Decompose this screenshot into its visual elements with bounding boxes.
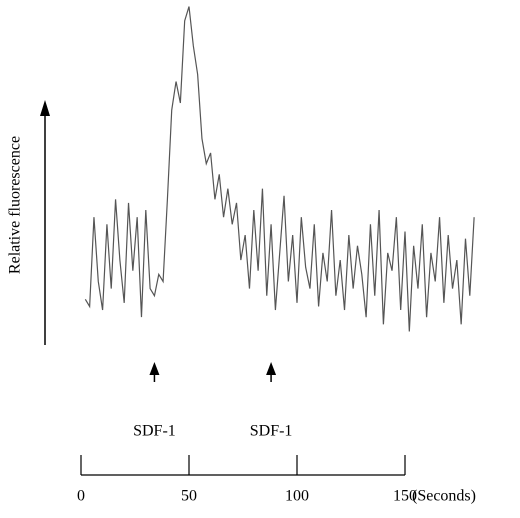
x-tick-label: 50 — [181, 488, 197, 505]
annotation: SDF-1 — [250, 423, 293, 440]
x-tick-label: 100 — [285, 488, 309, 505]
x-tick-label: 0 — [77, 488, 85, 505]
annotation-arrow-head — [149, 362, 160, 375]
line — [84, 6, 475, 332]
y-axis-label: Relative fluorescence — [7, 136, 24, 274]
annotation-arrow-head — [266, 362, 277, 375]
annotation: SDF-1 — [133, 423, 176, 440]
y-arrow-head — [40, 100, 50, 116]
x-axis-label: (Seconds) — [412, 488, 476, 505]
x-tick-label: 150 — [393, 488, 417, 505]
